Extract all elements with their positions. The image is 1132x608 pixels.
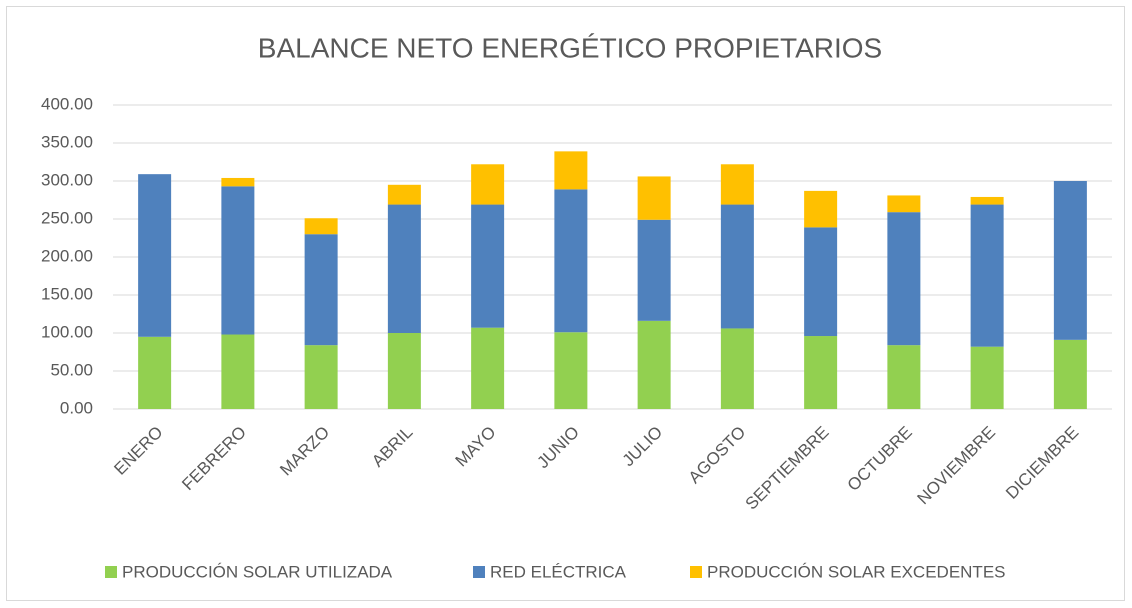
bar-segment <box>304 218 338 235</box>
bar-segment <box>970 196 1004 205</box>
bar-segment <box>387 184 421 205</box>
y-tick-label: 350.00 <box>41 132 93 151</box>
bar-segment <box>304 234 338 346</box>
bar-segment <box>387 333 421 409</box>
y-tick-label: 100.00 <box>41 322 93 341</box>
bar-segment <box>637 320 671 409</box>
y-tick-label: 200.00 <box>41 246 93 265</box>
bar-segment <box>471 204 505 328</box>
legend-label: RED ELÉCTRICA <box>490 562 627 581</box>
y-tick-label: 250.00 <box>41 208 93 227</box>
y-tick-label: 300.00 <box>41 170 93 189</box>
bar-segment <box>221 334 255 409</box>
bar-segment <box>804 190 838 228</box>
bar-segment <box>387 204 421 333</box>
bar-segment <box>804 336 838 409</box>
legend-label: PRODUCCIÓN SOLAR EXCEDENTES <box>707 562 1006 581</box>
bar-segment <box>804 227 838 337</box>
bar-segment <box>887 212 921 346</box>
legend-swatch <box>105 566 117 578</box>
bar-segment <box>970 346 1004 409</box>
legend-swatch <box>690 566 702 578</box>
bar-segment <box>1053 339 1087 409</box>
bar-segment <box>1053 181 1087 340</box>
bar-segment <box>887 195 921 213</box>
bar-segment <box>221 177 255 187</box>
y-tick-label: 0.00 <box>60 398 93 417</box>
bar-segment <box>138 174 172 337</box>
bar-segment <box>471 327 505 409</box>
bar-segment <box>637 176 671 220</box>
legend-swatch <box>473 566 485 578</box>
bar-segment <box>720 204 754 329</box>
bar-segment <box>720 164 754 205</box>
bar-segment <box>221 186 255 335</box>
bar-segment <box>554 189 588 333</box>
bar-segment <box>554 332 588 409</box>
y-tick-label: 400.00 <box>41 94 93 113</box>
y-tick-label: 50.00 <box>50 360 93 379</box>
bar-segment <box>637 219 671 321</box>
bar-segment <box>970 204 1004 347</box>
bar-segment <box>720 328 754 409</box>
y-tick-label: 150.00 <box>41 284 93 303</box>
bar-segment <box>304 345 338 409</box>
legend-label: PRODUCCIÓN SOLAR UTILIZADA <box>122 562 393 581</box>
bar-segment <box>554 151 588 190</box>
chart-title: BALANCE NETO ENERGÉTICO PROPIETARIOS <box>258 32 882 63</box>
bar-segment <box>887 345 921 409</box>
bar-segment <box>471 164 505 205</box>
bar-segment <box>138 336 172 409</box>
